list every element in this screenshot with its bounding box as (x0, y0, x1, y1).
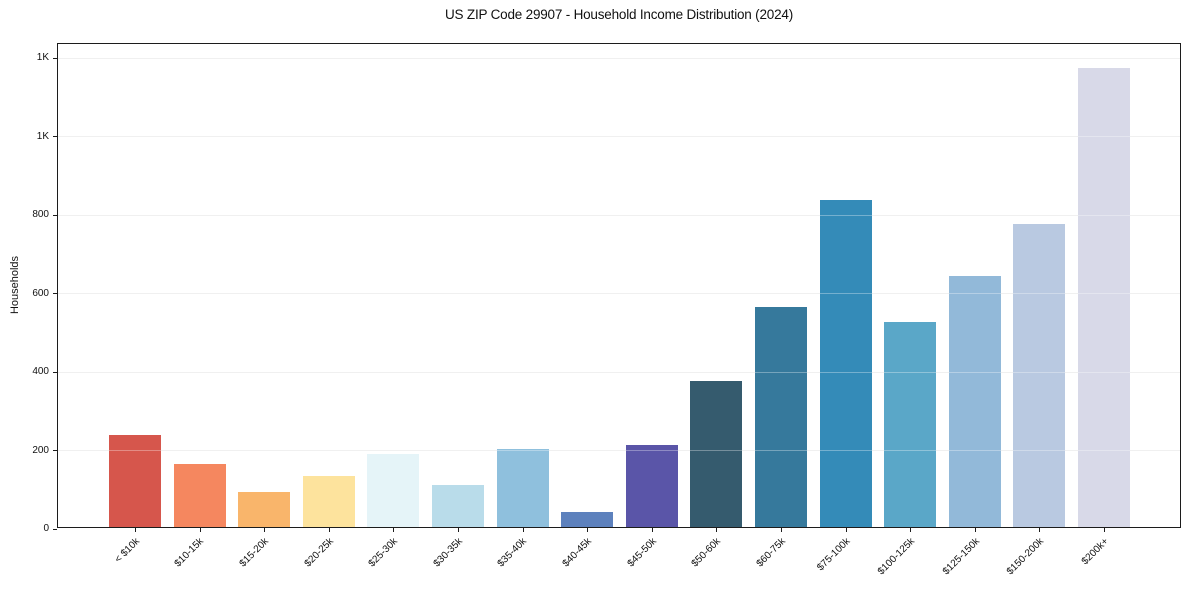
x-tick-mark (264, 528, 266, 532)
gridline-overlay (58, 293, 1180, 295)
bar (496, 449, 549, 527)
x-tick-mark (458, 528, 459, 532)
bar (948, 275, 1001, 527)
y-tick-mark (53, 214, 57, 216)
x-tick-mark (716, 528, 718, 532)
bar (1078, 67, 1130, 527)
y-tick-label: 200 (32, 444, 49, 456)
gridline-overlay (58, 136, 1180, 138)
bar (1013, 223, 1066, 527)
x-tick-mark (393, 528, 395, 532)
x-tick-mark (781, 528, 782, 532)
x-tick-mark (328, 528, 330, 532)
y-tick-label: 400 (32, 366, 49, 378)
gridline-overlay (58, 214, 1180, 216)
bar (109, 434, 161, 527)
chart-title: US ZIP Code 29907 - Household Income Dis… (445, 7, 793, 22)
bar (755, 306, 807, 527)
y-tick-mark (53, 371, 57, 373)
bar (690, 380, 743, 527)
x-tick-mark (135, 528, 136, 532)
y-tick-label: 1K (36, 130, 49, 142)
y-tick-mark (53, 57, 57, 59)
gridline-overlay (58, 57, 1180, 59)
x-tick-mark (199, 528, 201, 532)
x-tick-mark (1039, 528, 1041, 532)
y-tick-label: 600 (32, 287, 49, 299)
x-tick-mark (522, 528, 524, 532)
y-tick-label: 0 (43, 523, 49, 534)
plot-area: 0 200 400 600 800 1K 1K < $10k $10-15k $15-20k $20… (32, 43, 1181, 577)
y-tick-label: 800 (32, 209, 49, 221)
bar (302, 476, 355, 527)
x-tick-mark (910, 528, 912, 532)
bar (238, 492, 291, 527)
bar (561, 512, 614, 527)
gridline-overlay (58, 371, 1180, 373)
y-tick-label: 1K (36, 52, 49, 64)
x-tick-label: $200k+ (1079, 536, 1111, 568)
gridline (58, 371, 1180, 373)
bar (625, 445, 678, 527)
gridline (58, 214, 1180, 216)
bar (432, 484, 484, 527)
bar (367, 454, 420, 527)
gridline (58, 450, 1180, 452)
gridline-overlay (58, 450, 1180, 452)
y-tick-mark (53, 293, 57, 295)
y-tick-mark (53, 136, 57, 138)
bar (173, 463, 226, 527)
gridline (58, 293, 1180, 295)
gridline (58, 57, 1180, 59)
bar (819, 199, 872, 527)
x-tick-mark (845, 528, 847, 532)
bar (884, 322, 937, 527)
gridline (58, 136, 1180, 138)
y-tick-mark (53, 528, 57, 530)
y-axis-label: Households (9, 255, 21, 315)
x-tick-mark (587, 528, 589, 532)
x-tick-mark (651, 528, 653, 532)
y-tick-mark (53, 450, 57, 452)
x-tick-mark (974, 528, 976, 532)
x-tick-mark (1104, 528, 1105, 532)
